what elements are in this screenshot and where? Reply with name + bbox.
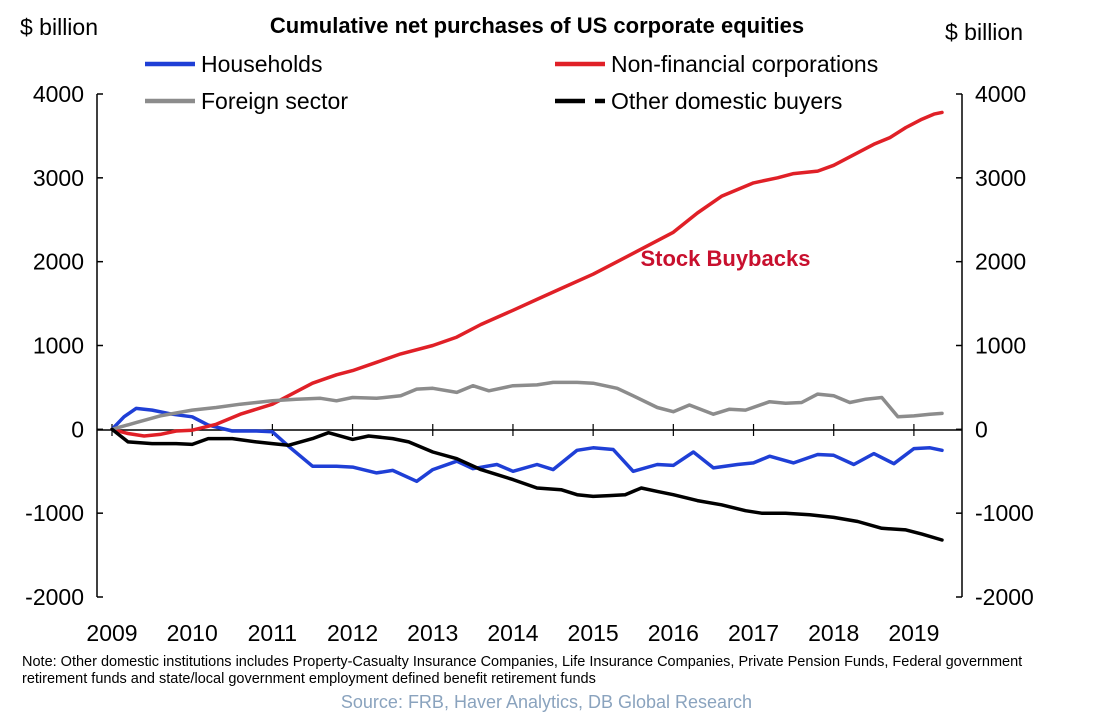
y-tick-label-left: -1000 xyxy=(25,500,84,526)
y-tick-label-right: 0 xyxy=(975,416,988,442)
source-line: Source: FRB, Haver Analytics, DB Global … xyxy=(340,692,753,712)
y-tick-label-right: 4000 xyxy=(975,81,1026,107)
series-lines xyxy=(110,110,944,542)
x-tick-label: 2012 xyxy=(327,620,378,646)
non-financial-corporations-line xyxy=(110,110,944,438)
y-tick-label-right: -2000 xyxy=(975,584,1034,610)
x-tick-label: 2015 xyxy=(568,620,619,646)
x-tick-label: 2018 xyxy=(808,620,859,646)
y-tick-label-right: 1000 xyxy=(975,333,1026,359)
y-tick-label-right: 2000 xyxy=(975,249,1026,275)
right-axis-unit: $ billion xyxy=(945,19,1023,45)
x-tick-label: 2011 xyxy=(248,620,297,646)
chart-title: Cumulative net purchases of US corporate… xyxy=(270,13,804,38)
legend-label-households: Households xyxy=(201,51,322,77)
y-tick-label-right: 3000 xyxy=(975,165,1026,191)
stock-buybacks-annotation: Stock Buybacks xyxy=(640,246,810,271)
chart: Cumulative net purchases of US corporate… xyxy=(20,13,1034,646)
x-tick-label: 2016 xyxy=(648,620,699,646)
x-tick-label: 2014 xyxy=(487,620,538,646)
footnote: Note: Other domestic institutions includ… xyxy=(22,654,1023,687)
y-tick-label-left: 2000 xyxy=(33,249,84,275)
x-tick-label: 2013 xyxy=(407,620,458,646)
y-tick-label-left: 0 xyxy=(71,416,84,442)
y-tick-label-left: 3000 xyxy=(33,165,84,191)
x-ticks: 2009 2010 2011 2012 2013 2014 2015 2016 2017 2018… xyxy=(86,424,939,646)
y-tick-label-right: -1000 xyxy=(975,500,1034,526)
x-tick-label: 2019 xyxy=(888,620,939,646)
left-axis-unit: $ billion xyxy=(20,14,98,40)
households-line xyxy=(110,406,944,484)
y-tick-label-left: -2000 xyxy=(25,584,84,610)
y-ticks: -2000 -2000 -1000 -1000 0 0 1000 1000 2000 2000 30… xyxy=(25,81,1034,610)
legend-label-foreign-sector: Foreign sector xyxy=(201,88,348,114)
x-tick-label: 2009 xyxy=(86,620,137,646)
legend-label-non-financial-corporations: Non-financial corporations xyxy=(611,51,878,77)
legend: Households Non-financial corporations Fore… xyxy=(145,51,878,114)
other-domestic-buyers-line xyxy=(110,427,944,542)
y-tick-label-left: 1000 xyxy=(33,333,84,359)
y-tick-label-left: 4000 xyxy=(33,81,84,107)
legend-label-other-domestic-buyers: Other domestic buyers xyxy=(611,88,842,114)
x-tick-label: 2017 xyxy=(728,620,779,646)
foreign-sector-line xyxy=(110,380,944,432)
x-tick-label: 2010 xyxy=(167,620,218,646)
